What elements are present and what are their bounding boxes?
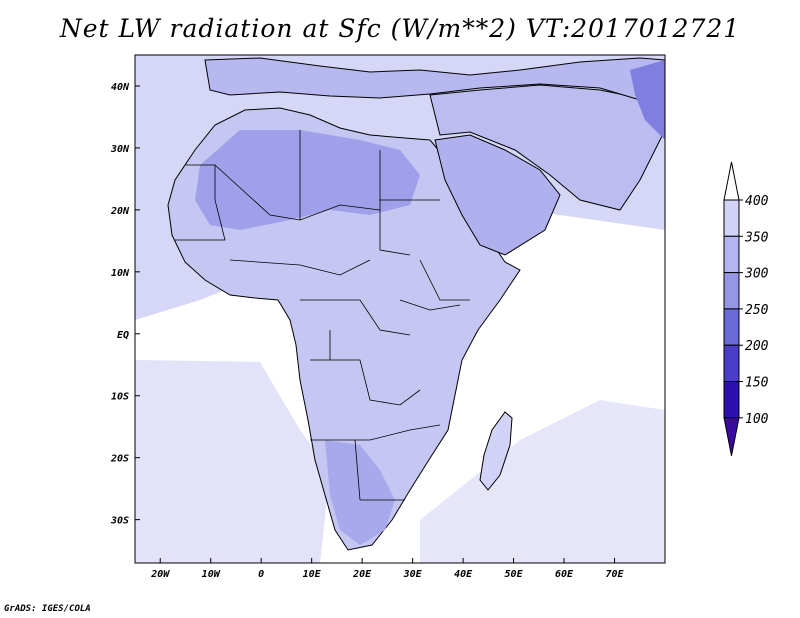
- colorbar-segment: [723, 381, 740, 419]
- colorbar-segment: [723, 272, 740, 310]
- y-axis: 40N 30N 20N 10N EQ 10S 20S 30S: [110, 82, 140, 527]
- northeast-dark-region: [630, 60, 665, 140]
- x-tick-label: 40E: [454, 569, 473, 580]
- colorbar-max-arrow: [723, 161, 740, 201]
- sahara-region: [195, 130, 420, 230]
- ocean-shade-south: [135, 360, 330, 563]
- y-tick-label: 40N: [111, 82, 130, 93]
- x-tick-label: 70E: [605, 569, 624, 580]
- colorbar-label: 200: [745, 339, 769, 354]
- mideast-region: [429, 84, 665, 211]
- x-axis: 20W 10W 0 10E 20E 30E 40E 50E 60E 70E: [150, 558, 625, 580]
- colorbar-label: 150: [745, 376, 769, 391]
- chart-title: Net LW radiation at Sfc (W/m**2) VT:2017…: [59, 14, 741, 43]
- kalahari-region: [325, 440, 395, 545]
- x-tick-label: 20W: [150, 569, 170, 580]
- y-tick-label: 30S: [110, 516, 129, 527]
- colorbar: 400 350 300 250 200 150 100: [723, 161, 769, 456]
- y-tick-label: 20N: [110, 206, 130, 217]
- y-tick-label: 10S: [111, 392, 129, 403]
- colorbar-segment: [723, 199, 740, 237]
- y-tick-label: 20S: [110, 454, 129, 465]
- x-tick-label: 10W: [202, 569, 221, 580]
- x-tick-label: 0: [258, 569, 264, 580]
- colorbar-label: 400: [745, 194, 769, 209]
- madagascar: [479, 411, 513, 491]
- x-tick-label: 10E: [303, 569, 322, 580]
- colorbar-segment: [723, 344, 740, 383]
- x-tick-label: 50E: [505, 569, 524, 580]
- y-tick-label: 10N: [111, 268, 130, 279]
- colorbar-label: 350: [744, 230, 769, 245]
- x-tick-label: 20E: [352, 569, 372, 580]
- colorbar-label: 250: [745, 303, 769, 318]
- colorbar-label: 300: [744, 267, 769, 282]
- x-tick-label: 30E: [403, 569, 423, 580]
- map-panel: [135, 55, 665, 563]
- y-tick-label: EQ: [117, 330, 129, 341]
- colorbar-label: 100: [745, 412, 769, 427]
- x-tick-label: 60E: [555, 569, 574, 580]
- arabia-region: [434, 134, 561, 256]
- colorbar-segment: [723, 308, 740, 346]
- country-borders: [175, 130, 470, 501]
- colorbar-segment: [723, 235, 740, 274]
- ocean-shade-southeast: [420, 400, 665, 563]
- map-frame: [134, 54, 666, 564]
- credit-text: GrADS: IGES/COLA: [4, 604, 91, 614]
- y-tick-label: 30N: [110, 144, 130, 155]
- colorbar-min-arrow: [723, 417, 740, 456]
